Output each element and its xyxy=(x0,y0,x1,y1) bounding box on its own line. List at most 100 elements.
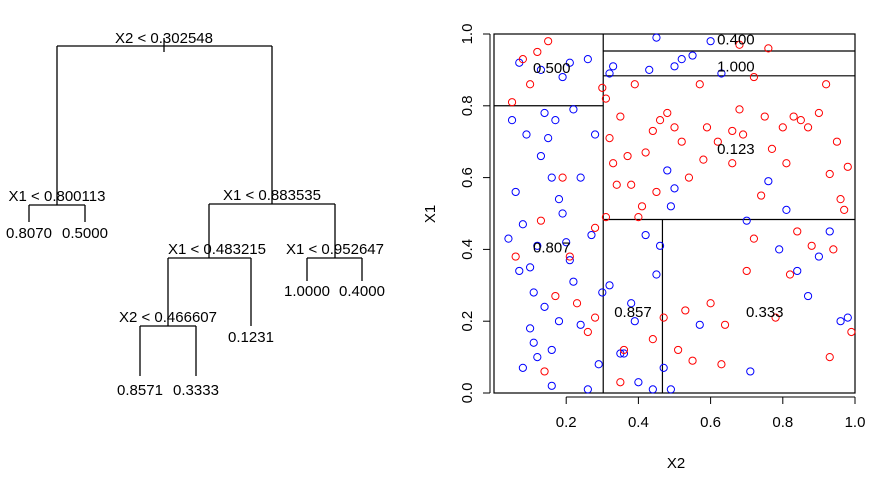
data-point-class1 xyxy=(670,123,679,132)
data-point-class1 xyxy=(822,80,831,89)
data-point-class1 xyxy=(760,112,769,121)
x-tick-label: 0.8 xyxy=(772,414,793,431)
data-point-class1 xyxy=(544,37,553,46)
data-point-class0 xyxy=(515,266,524,276)
data-point-class1 xyxy=(674,345,683,355)
tree-node-label: X1 < 0.883535 xyxy=(223,187,321,204)
data-point-class0 xyxy=(645,65,654,75)
data-point-class0 xyxy=(547,381,556,390)
data-point-class0 xyxy=(583,385,592,394)
tree-leaf-value: 0.8070 xyxy=(6,225,52,242)
y-axis-title: X1 xyxy=(422,205,439,223)
data-point-class0 xyxy=(825,227,834,236)
data-point-class1 xyxy=(742,266,751,276)
data-point-class0 xyxy=(551,116,560,125)
data-point-class1 xyxy=(558,173,567,182)
data-point-class0 xyxy=(565,256,574,265)
data-point-class1 xyxy=(590,313,600,322)
data-point-class1 xyxy=(623,151,632,161)
data-point-class0 xyxy=(641,230,650,240)
region-label: 1.000 xyxy=(717,58,755,75)
data-point-class0 xyxy=(655,241,665,250)
data-point-class0 xyxy=(670,62,679,71)
data-point-class1 xyxy=(565,252,574,261)
data-point-class1 xyxy=(764,44,773,53)
data-point-class0 xyxy=(565,58,574,67)
data-point-class1 xyxy=(778,123,787,132)
x-tick-label: 0.4 xyxy=(628,414,649,431)
data-point-class0 xyxy=(648,385,657,394)
data-point-class1 xyxy=(789,112,798,121)
data-point-class1 xyxy=(630,80,639,89)
data-point-class0 xyxy=(558,72,567,82)
data-point-class0 xyxy=(518,363,527,372)
data-point-class1 xyxy=(590,223,600,232)
y-tick-label: 0.0 xyxy=(459,383,476,404)
y-tick-label: 0.2 xyxy=(459,311,476,332)
data-point-class1 xyxy=(749,72,759,82)
data-point-class0 xyxy=(526,324,535,333)
data-point-class0 xyxy=(554,195,564,204)
tree-node-label: X1 < 0.483215 xyxy=(168,241,266,258)
y-tick-label: 1.0 xyxy=(459,24,476,45)
data-point-class1 xyxy=(609,159,618,168)
data-point-class0 xyxy=(576,173,585,182)
data-point-class1 xyxy=(551,291,560,301)
data-point-class0 xyxy=(544,134,553,143)
data-point-class0 xyxy=(677,55,686,64)
data-point-class0 xyxy=(793,266,802,276)
data-point-class1 xyxy=(612,180,621,189)
data-point-class0 xyxy=(590,130,600,139)
data-point-class0 xyxy=(594,360,603,369)
data-point-class0 xyxy=(547,173,556,182)
data-point-class1 xyxy=(735,105,744,114)
data-point-class1 xyxy=(616,378,625,387)
data-point-class0 xyxy=(529,288,538,297)
tree-branches xyxy=(28,38,363,376)
data-point-class1 xyxy=(540,367,549,376)
data-point-class1 xyxy=(843,162,852,171)
data-point-class1 xyxy=(713,137,722,146)
data-point-class1 xyxy=(616,112,625,121)
data-point-class1 xyxy=(796,116,805,125)
data-point-class0 xyxy=(843,313,852,322)
data-point-class1 xyxy=(681,306,690,315)
data-point-class1 xyxy=(825,169,834,179)
tree-node-label: X2 < 0.302548 xyxy=(115,30,213,47)
tree-leaf-value: 0.8571 xyxy=(117,382,163,399)
data-point-class1 xyxy=(803,123,813,132)
plot-frame xyxy=(493,33,856,394)
data-point-class0 xyxy=(746,367,755,376)
data-point-class0 xyxy=(717,69,726,78)
data-point-class0 xyxy=(627,299,636,308)
region-label: 0.333 xyxy=(746,304,784,321)
data-point-class1 xyxy=(699,155,708,164)
region-label: 0.807 xyxy=(533,240,571,257)
data-point-class0 xyxy=(540,108,549,118)
data-point-class1 xyxy=(511,252,520,261)
data-point-class0 xyxy=(706,37,715,46)
data-point-class1 xyxy=(749,234,759,243)
data-point-class0 xyxy=(569,105,578,114)
data-point-class1 xyxy=(767,144,777,153)
data-point-class0 xyxy=(775,245,784,254)
tree-node-label: X2 < 0.466607 xyxy=(119,309,217,326)
x-tick-label: 1.0 xyxy=(845,414,866,431)
data-point-class0 xyxy=(609,62,618,71)
data-point-class1 xyxy=(847,327,856,337)
data-point-class1 xyxy=(706,299,715,308)
data-point-class0 xyxy=(547,345,556,355)
data-point-class1 xyxy=(829,245,838,254)
data-point-class1 xyxy=(717,360,726,369)
region-label: 0.400 xyxy=(717,31,755,48)
data-point-class1 xyxy=(695,80,704,89)
data-point-class1 xyxy=(634,212,643,222)
data-point-class0 xyxy=(569,277,578,286)
region-label: 0.123 xyxy=(717,141,755,158)
y-tick-label: 0.6 xyxy=(459,167,476,188)
data-point-class1 xyxy=(814,108,824,118)
data-point-class0 xyxy=(670,184,679,193)
data-point-class1 xyxy=(677,137,686,146)
data-point-class0 xyxy=(583,55,592,64)
data-point-class1 xyxy=(832,137,842,146)
